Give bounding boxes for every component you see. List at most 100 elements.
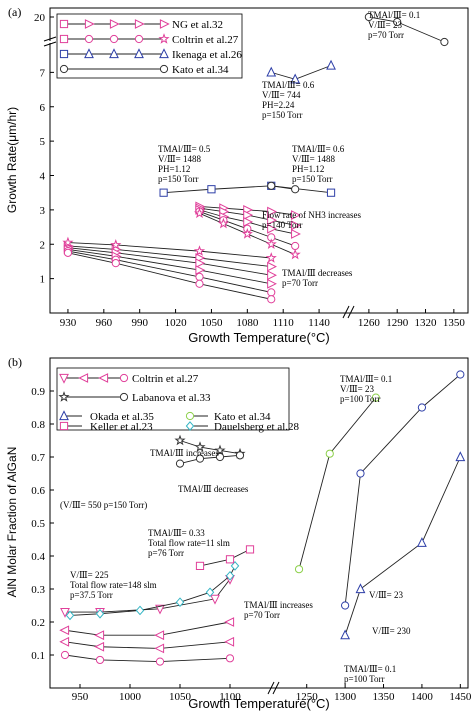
a-ytick-label: 5 [40,136,46,148]
b-xtick-label: 1050 [169,691,192,703]
b-point [341,601,350,610]
b-xtick-label: 1000 [119,691,142,703]
b-ytick-label: 0.3 [31,584,45,596]
a-xtick-label: 1050 [200,317,223,329]
b-point [195,561,205,570]
a-series-line [67,247,272,276]
b-series-8 [294,393,380,574]
b-series-4 [65,561,240,621]
a-legend-item: Coltrin et al.27 [59,33,239,46]
a-series-line [67,248,272,285]
a-point [267,181,276,190]
b-point [325,449,334,458]
b-series-7 [175,451,245,468]
b-legend-marker [98,373,109,383]
b-legend-item: Keller et al.23 [59,421,153,433]
a-point [111,259,120,268]
a-series-12 [267,181,300,194]
b-xtick-label: 1300 [334,691,357,703]
b-legend-marker [185,411,195,421]
a-legend-label: Coltrin et al.27 [172,34,239,46]
b-legend-marker [58,391,70,402]
a-legend-marker [134,34,144,44]
a-point [291,241,300,251]
a-xtick-label: 960 [96,317,113,329]
b-point [210,594,220,605]
a-point [267,278,277,289]
a-xtick-label: 1140 [308,317,330,329]
b-ytick-label: 0.2 [31,617,45,629]
b-point [225,654,235,663]
b-point [356,469,365,478]
a-legend-marker [59,64,69,74]
a-annotation: TMAl/Ⅲ= 0.6 V/Ⅲ= 1488 PH=1.12 p=150 Torr [292,144,345,184]
a-point [207,185,216,194]
b-point [154,630,165,641]
a-point [110,239,122,250]
a-xtick-label: 1350 [443,317,466,329]
a-xtick-label: 1110 [273,317,295,329]
panel-b-legend: Coltrin et al.27 Labanova et al.33 Okada e… [56,367,300,433]
a-ytick-label: 1 [40,274,46,286]
a-legend-marker [84,48,94,59]
a-series-line [67,252,272,300]
a-point [267,206,277,217]
a-series-2 [63,244,277,289]
a-point [243,210,254,220]
a-xtick-label: 1260 [358,317,381,329]
b-point [60,650,70,660]
panel-b-series [59,370,466,666]
a-point [291,210,301,220]
a-xtick-label: 1080 [236,317,259,329]
a-annotation: TMAl/Ⅲ= 0.5 V/Ⅲ= 1488 PH=1.12 p=150 Torr [158,144,211,184]
a-ytick-label: 3 [40,205,46,217]
b-point [215,452,225,462]
b-legend-marker [59,421,69,431]
a-point [267,261,277,272]
b-point [456,370,465,379]
a-annotation: TMAl/Ⅲ= 0.1 V/Ⅲ= 23 p=70 Torr [368,10,420,40]
b-point [417,537,427,547]
a-legend-marker [109,48,119,59]
b-point [59,625,70,636]
panel-a-y-break [43,36,57,47]
b-legend-label: Keller et al.23 [90,421,153,433]
b-legend-marker [119,373,129,383]
b-point [94,630,105,641]
a-legend-marker [84,19,95,29]
b-point [205,587,215,598]
b-ytick-label: 0.7 [31,452,45,464]
a-legend-item: Ikenaga et al.26 [59,48,242,61]
a-xtick-label: 1320 [415,317,438,329]
a-series-4 [63,248,276,304]
a-point [195,258,206,269]
a-point [326,188,336,197]
b-point [225,570,235,581]
a-annotation: TMAl/Ⅲ= 0.6 V/Ⅲ= 744 PH=2.24 p=150 Torr [262,80,315,120]
b-legend-item: Dauelsberg et al.28 [185,421,300,433]
b-xtick-label: 1250 [296,691,319,703]
a-legend-marker [159,64,169,74]
b-xtick-label: 950 [72,691,89,703]
b-series-line [298,397,377,570]
b-legend-item: Okada et al.35 [59,410,154,423]
b-ytick-label: 0.8 [31,419,45,431]
b-annotation: TMAl/Ⅲ increases [150,448,219,458]
a-legend-marker [59,19,69,29]
a-point [241,228,253,239]
b-point [59,636,70,647]
b-annotation: TMAl/Ⅲ decreases [178,484,249,494]
a-point [267,215,277,226]
b-point [60,608,70,618]
b-point [155,604,165,615]
a-legend-label: NG et al.32 [172,19,223,31]
a-legend-marker [158,33,170,44]
a-series-13 [266,59,336,84]
a-point [267,223,277,234]
b-legend-label: Labanova et al.33 [132,392,211,404]
panel-a-ticks: 930 960 990 1020 1050 1080 1110 1140 1260 1290 132… [34,12,465,329]
panel-a-annotations: TMAl/Ⅲ= 0.1 V/Ⅲ= 23 p=70 Torr TMAl/Ⅲ= 0.6 V/… [158,10,420,288]
b-point [95,608,105,619]
